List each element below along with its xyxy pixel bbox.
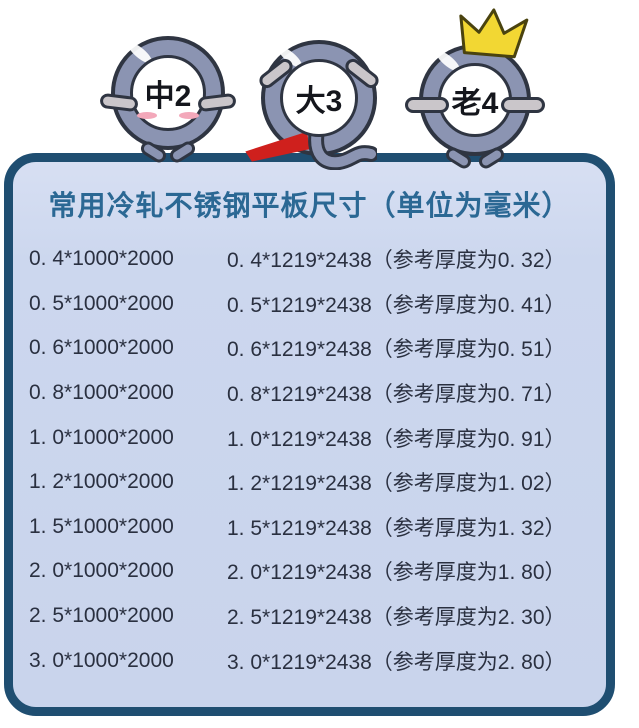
crown-icon xyxy=(459,8,529,59)
spec-table: 0. 4*1000*2000 0. 4*1219*2438（参考厚度为0. 32… xyxy=(13,237,606,683)
table-row: 0. 8*1000*2000 0. 8*1219*2438（参考厚度为0. 71… xyxy=(29,371,606,416)
size-1219-cell: 0. 8*1219*2438（参考厚度为0. 71） xyxy=(227,383,566,407)
table-row: 0. 5*1000*2000 0. 5*1219*2438（参考厚度为0. 41… xyxy=(29,282,606,327)
panel-title: 常用冷轧不锈钢平板尺寸（单位为毫米） xyxy=(48,190,571,221)
size-1000-cell: 0. 4*1000*2000 xyxy=(29,247,174,271)
size-1000-cell: 3. 0*1000*2000 xyxy=(29,648,174,672)
size-1000-cell: 0. 6*1000*2000 xyxy=(29,336,174,360)
spec-panel: 常用冷轧不锈钢平板尺寸（单位为毫米） 0. 4*1000*2000 0. 4*1… xyxy=(4,153,615,716)
table-row: 3. 0*1000*2000 3. 0*1219*2438（参考厚度为2. 80… xyxy=(29,638,606,683)
size-1219-cell: 0. 6*1219*2438（参考厚度为0. 51） xyxy=(227,338,566,362)
size-1219-cell: 1. 2*1219*2438（参考厚度为1. 02） xyxy=(227,472,566,496)
size-1219-cell: 2. 0*1219*2438（参考厚度为1. 80） xyxy=(227,561,566,585)
mascot-label: 老4 xyxy=(451,87,499,120)
size-1000-cell: 2. 5*1000*2000 xyxy=(29,604,174,628)
table-row: 2. 0*1000*2000 2. 0*1219*2438（参考厚度为1. 80… xyxy=(29,549,606,594)
mascot-da-3: 大3 xyxy=(261,40,382,170)
size-1000-cell: 1. 5*1000*2000 xyxy=(29,514,174,538)
table-row: 1. 0*1000*2000 1. 0*1219*2438（参考厚度为0. 91… xyxy=(29,415,606,460)
mascot-lao-4: 老4 xyxy=(405,8,545,172)
size-1219-cell: 1. 5*1219*2438（参考厚度为1. 32） xyxy=(227,516,566,540)
leg-curl xyxy=(308,128,377,170)
table-row: 2. 5*1000*2000 2. 5*1219*2438（参考厚度为2. 30… xyxy=(29,594,606,639)
mascot-label: 大3 xyxy=(295,85,343,118)
blush-marks xyxy=(179,112,199,119)
table-row: 0. 6*1000*2000 0. 6*1219*2438（参考厚度为0. 51… xyxy=(29,326,606,371)
hand-right xyxy=(501,97,545,113)
size-1000-cell: 2. 0*1000*2000 xyxy=(29,559,174,583)
size-1219-cell: 0. 5*1219*2438（参考厚度为0. 41） xyxy=(227,293,566,317)
size-1219-cell: 2. 5*1219*2438（参考厚度为2. 30） xyxy=(227,606,566,630)
size-1219-cell: 1. 0*1219*2438（参考厚度为0. 91） xyxy=(227,427,566,451)
size-1000-cell: 0. 5*1000*2000 xyxy=(29,291,174,315)
blush-marks xyxy=(137,112,157,119)
mascot-face: 老4 xyxy=(438,63,512,137)
size-1219-cell: 0. 4*1219*2438（参考厚度为0. 32） xyxy=(227,249,566,273)
table-row: 1. 5*1000*2000 1. 5*1219*2438（参考厚度为1. 32… xyxy=(29,505,606,550)
size-1219-cell: 3. 0*1219*2438（参考厚度为2. 80） xyxy=(227,650,566,674)
mascot-face: 中2 xyxy=(130,55,206,131)
mascot-face: 大3 xyxy=(280,59,358,137)
mascot-label: 中2 xyxy=(144,80,192,113)
hand-right xyxy=(197,92,237,113)
size-1000-cell: 1. 2*1000*2000 xyxy=(29,470,174,494)
table-row: 0. 4*1000*2000 0. 4*1219*2438（参考厚度为0. 32… xyxy=(29,237,606,282)
size-1000-cell: 1. 0*1000*2000 xyxy=(29,425,174,449)
table-row: 1. 2*1000*2000 1. 2*1219*2438（参考厚度为1. 02… xyxy=(29,460,606,505)
mascot-zhong-2: 中2 xyxy=(99,36,237,166)
hand-left xyxy=(405,97,449,113)
size-1000-cell: 0. 8*1000*2000 xyxy=(29,381,174,405)
